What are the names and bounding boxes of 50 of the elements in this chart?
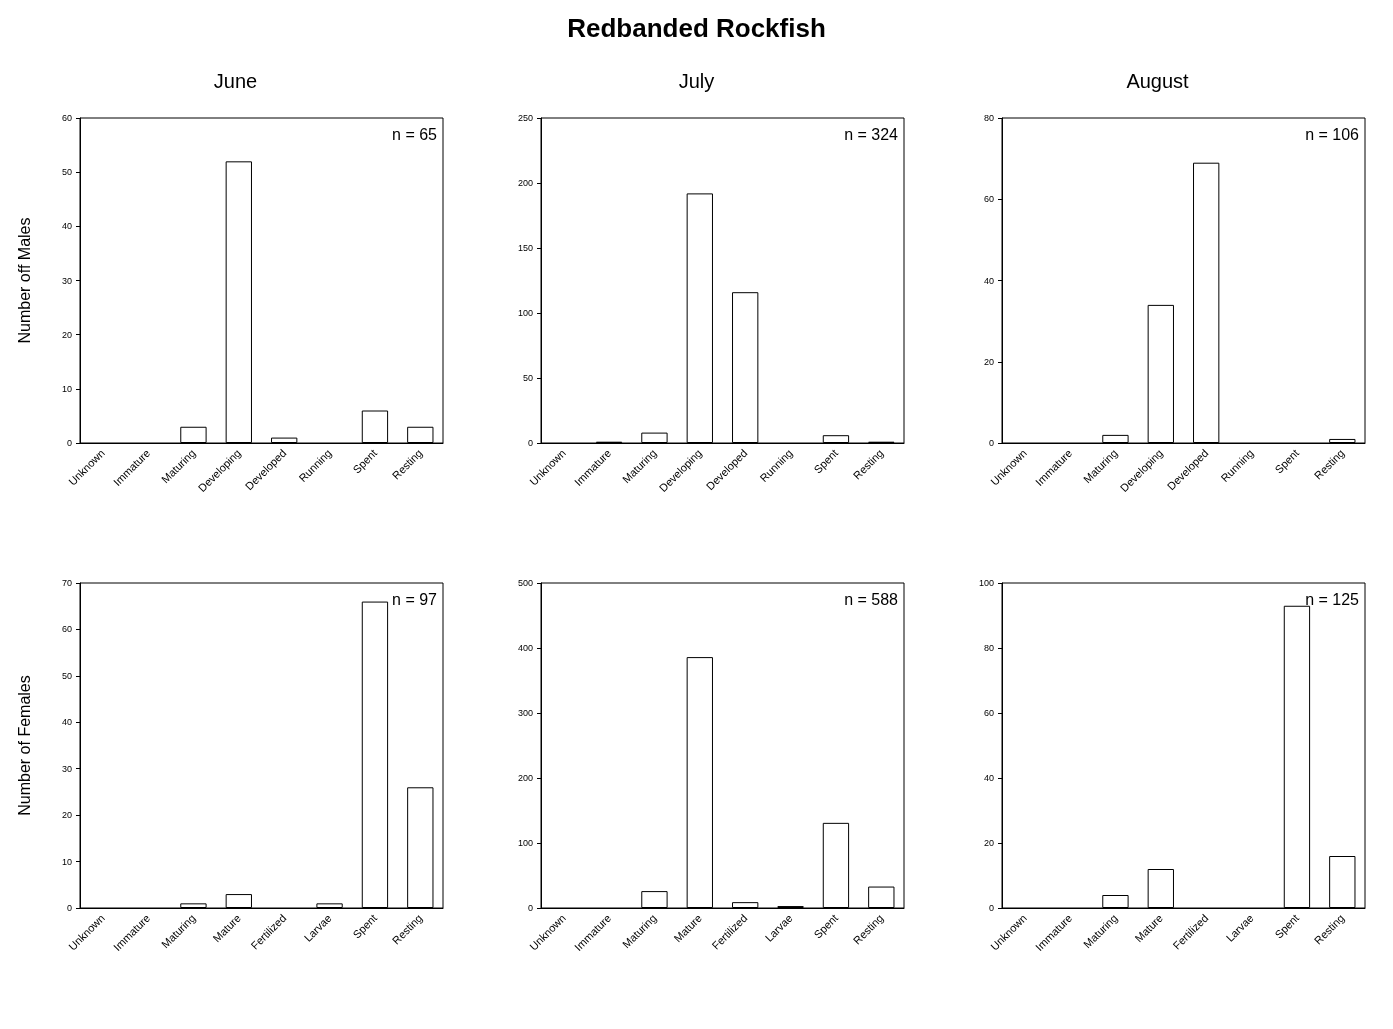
y-tick-label: 100 <box>517 838 533 848</box>
y-tick-label: 200 <box>517 773 533 783</box>
annotation: n = 65 <box>392 125 438 143</box>
y-tick-label: 300 <box>517 708 533 718</box>
y-axis-title: Number of Females <box>15 675 33 816</box>
y-tick-label: 60 <box>983 194 994 205</box>
y-tick-label: 50 <box>61 670 72 681</box>
chart-subtitle: August <box>1126 70 1190 92</box>
y-tick-label: 30 <box>61 275 72 286</box>
y-tick-label: 20 <box>983 838 994 848</box>
y-tick-label: 250 <box>517 113 533 123</box>
chart-subtitle: July <box>678 70 715 92</box>
y-tick-label: 60 <box>983 708 994 718</box>
y-tick-label: 20 <box>61 810 72 821</box>
annotation: n = 125 <box>1305 590 1360 608</box>
annotation: n = 106 <box>1305 125 1360 143</box>
y-tick-label: 60 <box>61 113 72 123</box>
y-tick-label: 40 <box>61 221 72 232</box>
y-tick-label: 0 <box>527 438 533 448</box>
y-tick-label: 60 <box>61 624 72 635</box>
y-tick-label: 150 <box>517 243 533 253</box>
y-tick-label: 20 <box>61 329 72 340</box>
y-tick-label: 0 <box>988 438 994 448</box>
y-tick-label: 40 <box>983 275 994 286</box>
y-tick-label: 40 <box>983 773 994 783</box>
y-tick-label: 0 <box>527 903 533 913</box>
y-tick-label: 50 <box>522 373 533 383</box>
y-tick-label: 0 <box>66 438 72 448</box>
y-axis-title: Number off Males <box>15 217 33 344</box>
chart-subtitle: June <box>213 70 258 92</box>
y-tick-label: 500 <box>517 578 533 588</box>
y-tick-label: 400 <box>517 643 533 653</box>
y-tick-label: 50 <box>61 167 72 178</box>
annotation: n = 97 <box>392 590 438 608</box>
chart-title: Redbanded Rockfish <box>566 12 827 45</box>
annotation: n = 324 <box>844 125 899 143</box>
y-tick-label: 0 <box>988 903 994 913</box>
annotation: n = 588 <box>844 590 899 608</box>
y-tick-label: 100 <box>517 308 533 318</box>
y-tick-label: 80 <box>983 113 994 123</box>
y-tick-label: 80 <box>983 643 994 653</box>
y-tick-label: 30 <box>61 763 72 774</box>
y-tick-label: 0 <box>66 903 72 913</box>
y-tick-label: 10 <box>61 383 72 394</box>
y-tick-label: 20 <box>983 356 994 367</box>
y-tick-label: 10 <box>61 856 72 867</box>
y-tick-label: 200 <box>517 178 533 188</box>
y-tick-label: 40 <box>61 717 72 728</box>
y-tick-label: 100 <box>978 578 994 588</box>
y-tick-label: 70 <box>61 578 72 588</box>
